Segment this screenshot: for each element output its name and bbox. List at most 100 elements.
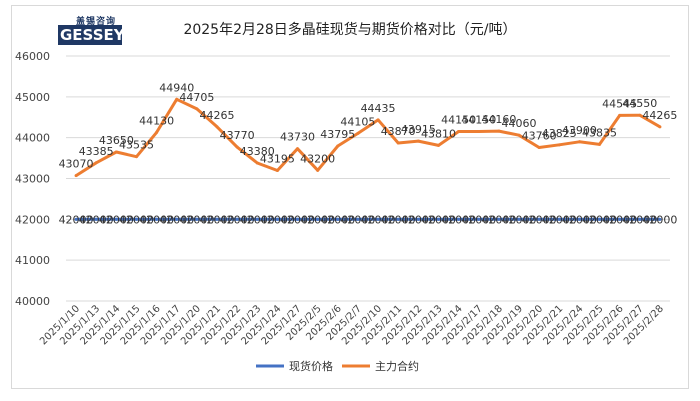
data-label: 42000 [562, 213, 597, 226]
data-point [436, 217, 440, 221]
data-point [296, 147, 300, 151]
data-label: 43070 [59, 158, 94, 171]
data-point [155, 130, 159, 134]
data-label: 42000 [300, 213, 335, 226]
data-point [497, 129, 501, 133]
data-label: 43760 [522, 129, 557, 142]
data-label: 43795 [320, 128, 355, 141]
data-label: 42000 [502, 213, 537, 226]
data-point [497, 217, 501, 221]
data-label: 42000 [421, 213, 456, 226]
data-label: 42000 [99, 213, 134, 226]
data-point [275, 217, 279, 221]
y-tick-label: 42000 [15, 213, 50, 226]
data-point [316, 168, 320, 172]
data-point [74, 217, 78, 221]
logo-brand: GESSEY [60, 26, 125, 44]
data-point [356, 217, 360, 221]
data-label: 42000 [381, 213, 416, 226]
data-label: 44105 [340, 115, 375, 128]
data-label: 43730 [280, 131, 315, 144]
data-label: 42000 [280, 213, 315, 226]
data-point [255, 161, 259, 165]
data-point [316, 217, 320, 221]
data-label: 42000 [602, 213, 637, 226]
data-point [577, 217, 581, 221]
data-label: 44550 [622, 97, 657, 110]
data-point [557, 217, 561, 221]
data-point [376, 217, 380, 221]
data-label: 43835 [582, 126, 617, 139]
data-label: 43200 [300, 152, 335, 165]
data-point [618, 217, 622, 221]
gessey-logo: GESSEY 盖锡咨询 [58, 14, 125, 48]
data-label: 42000 [642, 213, 677, 226]
data-label: 43380 [240, 145, 275, 158]
data-label: 42000 [582, 213, 617, 226]
data-label: 42000 [200, 213, 235, 226]
data-point [175, 217, 179, 221]
data-point [477, 217, 481, 221]
data-point [416, 139, 420, 143]
data-label: 42000 [59, 213, 94, 226]
data-label: 42000 [361, 213, 396, 226]
data-point [638, 217, 642, 221]
data-label: 44705 [179, 91, 214, 104]
chart-title: 2025年2月28日多晶硅现货与期货价格对比（元/吨） [183, 21, 516, 38]
data-label: 42000 [320, 213, 355, 226]
data-label: 42000 [340, 213, 375, 226]
data-label: 43915 [401, 123, 436, 136]
data-label: 43535 [119, 139, 154, 152]
data-point [235, 217, 239, 221]
data-point [598, 217, 602, 221]
data-point [195, 107, 199, 111]
data-point [255, 217, 259, 221]
data-point [195, 217, 199, 221]
y-tick-label: 46000 [15, 50, 50, 63]
data-point [618, 113, 622, 117]
data-point [336, 217, 340, 221]
data-point [94, 217, 98, 221]
data-point [215, 217, 219, 221]
data-point [537, 145, 541, 149]
data-point [175, 97, 179, 101]
data-point [275, 169, 279, 173]
data-point [416, 217, 420, 221]
data-label: 42000 [139, 213, 174, 226]
data-label: 42000 [119, 213, 154, 226]
data-label: 43825 [542, 127, 577, 140]
data-label: 44545 [602, 97, 637, 110]
legend-label: 主力合约 [375, 359, 419, 373]
data-label: 44265 [200, 109, 235, 122]
data-point [134, 155, 138, 159]
data-point [477, 130, 481, 134]
data-point [94, 161, 98, 165]
data-point [74, 174, 78, 178]
data-label: 44060 [502, 117, 537, 130]
y-tick-label: 43000 [15, 173, 50, 186]
data-point [396, 217, 400, 221]
data-label: 43810 [421, 127, 456, 140]
data-point [235, 145, 239, 149]
data-label: 44265 [642, 109, 677, 122]
data-label: 42000 [240, 213, 275, 226]
data-label: 42000 [79, 213, 114, 226]
data-point [517, 217, 521, 221]
data-point [598, 142, 602, 146]
data-label: 43770 [220, 129, 255, 142]
data-point [577, 140, 581, 144]
data-point [537, 217, 541, 221]
y-tick-label: 45000 [15, 91, 50, 104]
logo-subtext: 盖锡咨询 [76, 17, 117, 27]
legend-label: 现货价格 [289, 359, 333, 373]
data-point [296, 217, 300, 221]
data-point [557, 143, 561, 147]
data-label: 42000 [260, 213, 295, 226]
data-point [396, 141, 400, 145]
data-label: 43650 [99, 134, 134, 147]
data-point [457, 130, 461, 134]
data-label: 42000 [542, 213, 577, 226]
y-tick-label: 40000 [15, 295, 50, 308]
data-label: 42000 [461, 213, 496, 226]
